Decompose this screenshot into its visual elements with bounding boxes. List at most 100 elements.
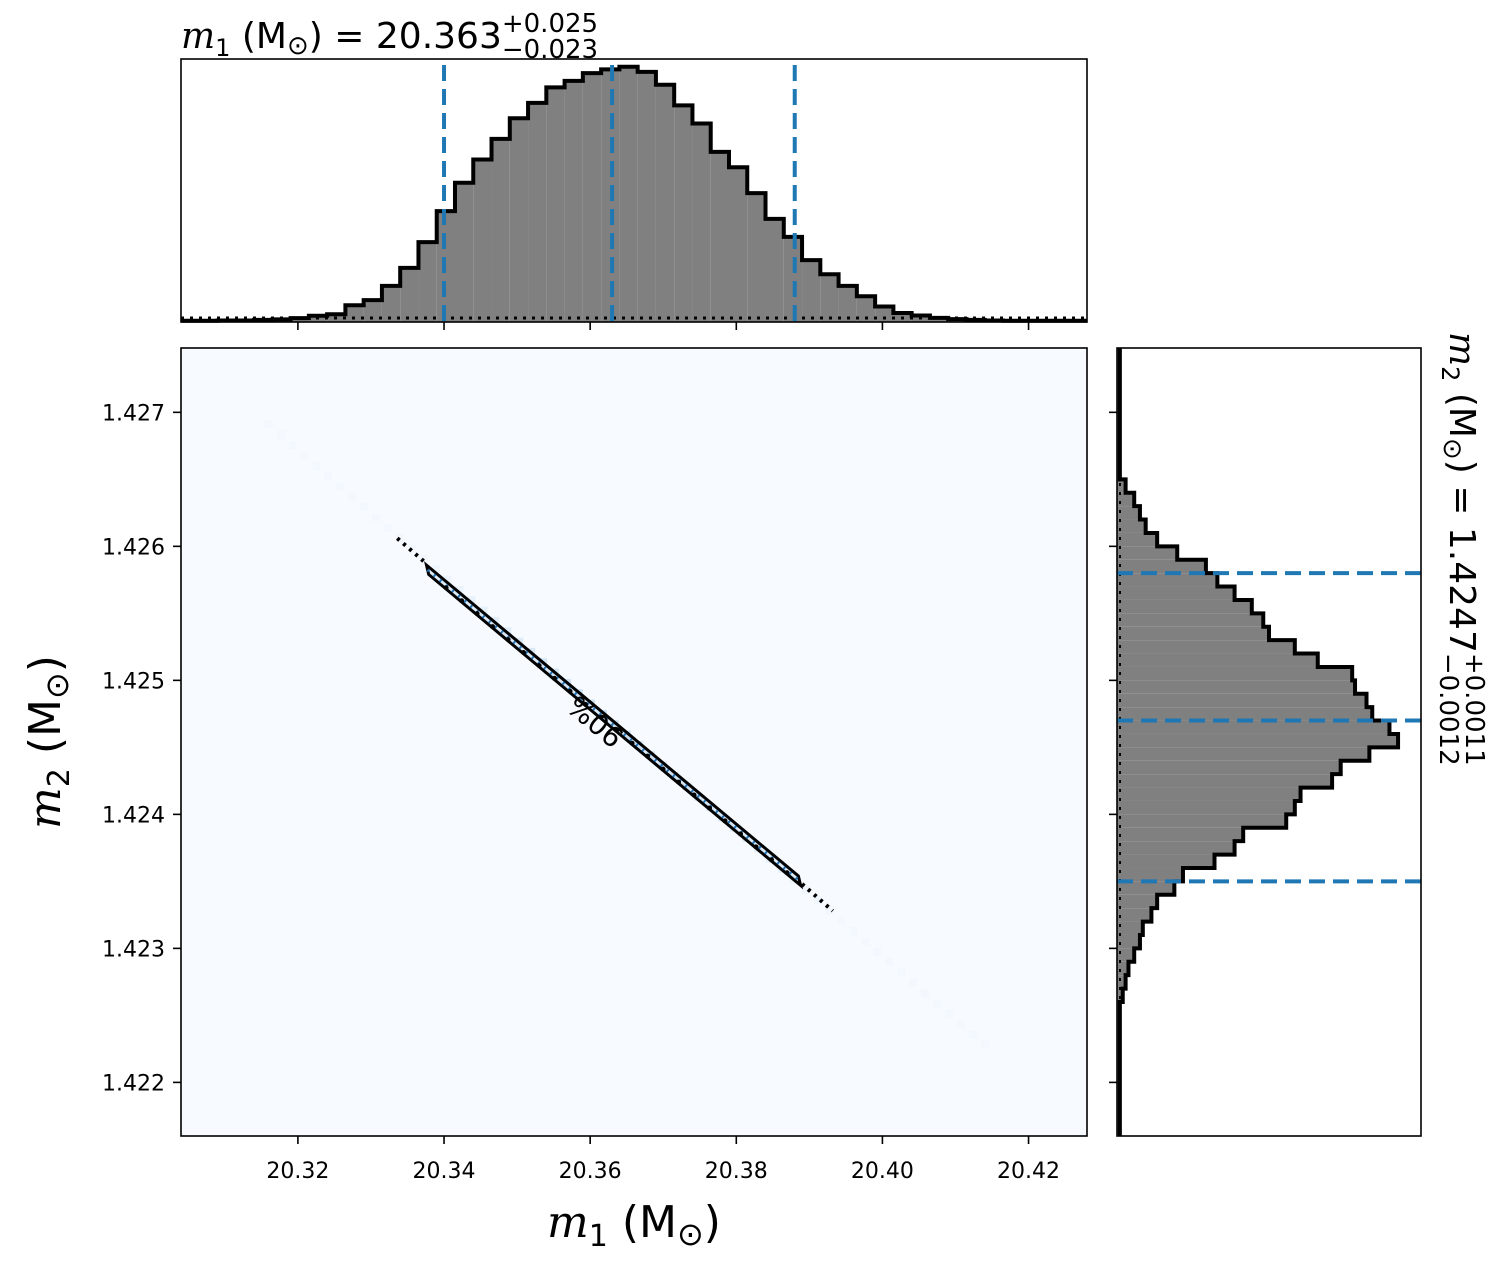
contour-dot [567, 688, 573, 694]
top-hist-bar [765, 218, 784, 322]
density-cell [479, 606, 488, 615]
density-cell [300, 451, 309, 460]
right-hist-bar [1117, 559, 1206, 574]
density-cell [288, 441, 297, 450]
density-cell [825, 906, 834, 915]
right-hist-bar [1117, 841, 1235, 855]
right-hist-bar [1117, 827, 1244, 842]
x-tick-label: 20.32 [266, 1159, 329, 1184]
joint-contour-90 [395, 536, 835, 913]
right-hist-bar [1117, 948, 1135, 962]
density-cell [336, 482, 345, 491]
density-cell [885, 958, 894, 967]
right-hist-bar [1117, 653, 1318, 667]
contour-dot [738, 831, 744, 837]
contour-dot [552, 675, 558, 681]
contour-dot [614, 727, 620, 733]
x-tick-label: 20.36 [559, 1159, 622, 1184]
right-hist-bar [1117, 934, 1140, 949]
top-frame [180, 58, 1088, 323]
y-tick-label: 1.427 [102, 401, 165, 426]
x-axis-label: m1 (M⊙) [547, 1197, 721, 1254]
top-hist-bar [802, 260, 821, 322]
top-hist-bar [728, 167, 748, 322]
contour-dot [443, 585, 449, 591]
y-axis-label: m2 (M⊙) [20, 655, 77, 829]
right-histogram [1117, 348, 1401, 1136]
density-cell [801, 885, 810, 894]
right-frame [1116, 347, 1422, 1137]
top-hist-bar [655, 84, 675, 322]
top-hist-bar [875, 306, 894, 322]
contour-dot [474, 611, 480, 617]
right-hist-bar [1117, 988, 1123, 1002]
right-hist-bar [1117, 546, 1178, 560]
density-cell [837, 916, 846, 925]
contour-dot [598, 714, 604, 720]
right-hist-bar [1117, 586, 1235, 600]
top-hist-bar [783, 236, 803, 322]
right-hist-outline [1117, 348, 1401, 1136]
y-tick-label: 1.425 [102, 669, 165, 694]
contour-dot [691, 792, 697, 798]
contour-dot [505, 637, 511, 643]
top-hist-outline [181, 64, 1087, 323]
top-hist-bar [381, 285, 401, 322]
contour-dot [784, 870, 790, 876]
right-hist-bar [1117, 760, 1341, 775]
contour-dot [645, 753, 651, 759]
y-tick-label: 1.424 [102, 803, 165, 828]
top-hist-bar [674, 105, 693, 322]
top-marginal-panel [180, 58, 1088, 330]
contour-dot [536, 662, 542, 668]
top-hist-bar [363, 300, 382, 322]
joint-x-ticks: 20.32 20.34 20.36 20.38 20.40 20.42 [266, 1136, 1060, 1184]
density-cell [813, 896, 822, 905]
density-cell [455, 585, 464, 594]
right-hist-bar [1117, 961, 1129, 976]
top-hist-bar [509, 118, 529, 322]
density-cell [324, 472, 333, 481]
density-cell [312, 461, 321, 470]
top-hist-bar [820, 274, 839, 322]
right-hist-bar [1117, 640, 1295, 654]
density-cell [873, 947, 882, 956]
right-hist-bar [1117, 881, 1175, 895]
density-cell [384, 523, 393, 532]
density-cell [861, 937, 870, 946]
density-cell [968, 1030, 977, 1039]
y-tick-label: 1.426 [102, 535, 165, 560]
right-hist-bar [1117, 908, 1152, 922]
top-hist-bar [747, 193, 766, 322]
top-hist-bar [454, 182, 474, 322]
right-hist-bar [1117, 814, 1287, 828]
right-quantile-lines [1117, 571, 1421, 884]
top-hist-bar [491, 138, 510, 322]
right-hist-bar [1117, 573, 1218, 587]
joint-frame [180, 347, 1088, 1137]
top-hist-bar [546, 87, 565, 322]
right-title: m2 (M⊙) = 1.4247+0.0011−0.0012 [1433, 332, 1489, 766]
top-quantile-lines [442, 65, 797, 322]
contour-dot [768, 857, 774, 863]
right-hist-bar [1117, 733, 1399, 748]
right-hist-bar [1117, 666, 1353, 681]
right-hist-bar [1117, 800, 1295, 815]
right-y-ticks [1109, 411, 1117, 1084]
right-hist-bar [1117, 774, 1333, 788]
x-tick-label: 20.40 [851, 1159, 914, 1184]
density-cell [443, 575, 452, 584]
top-hist-bar [400, 267, 419, 322]
contour-dot [676, 779, 682, 785]
x-tick-label: 20.38 [705, 1159, 768, 1184]
right-hist-bar [1117, 720, 1390, 734]
contour-dot [629, 740, 635, 746]
top-hist-bar [838, 285, 857, 322]
top-hist-bar [345, 305, 364, 322]
right-hist-bar [1117, 894, 1158, 909]
density-cell [360, 503, 369, 512]
contour-dot [521, 650, 527, 656]
density-cell [909, 978, 918, 987]
top-hist-bar [564, 80, 583, 323]
